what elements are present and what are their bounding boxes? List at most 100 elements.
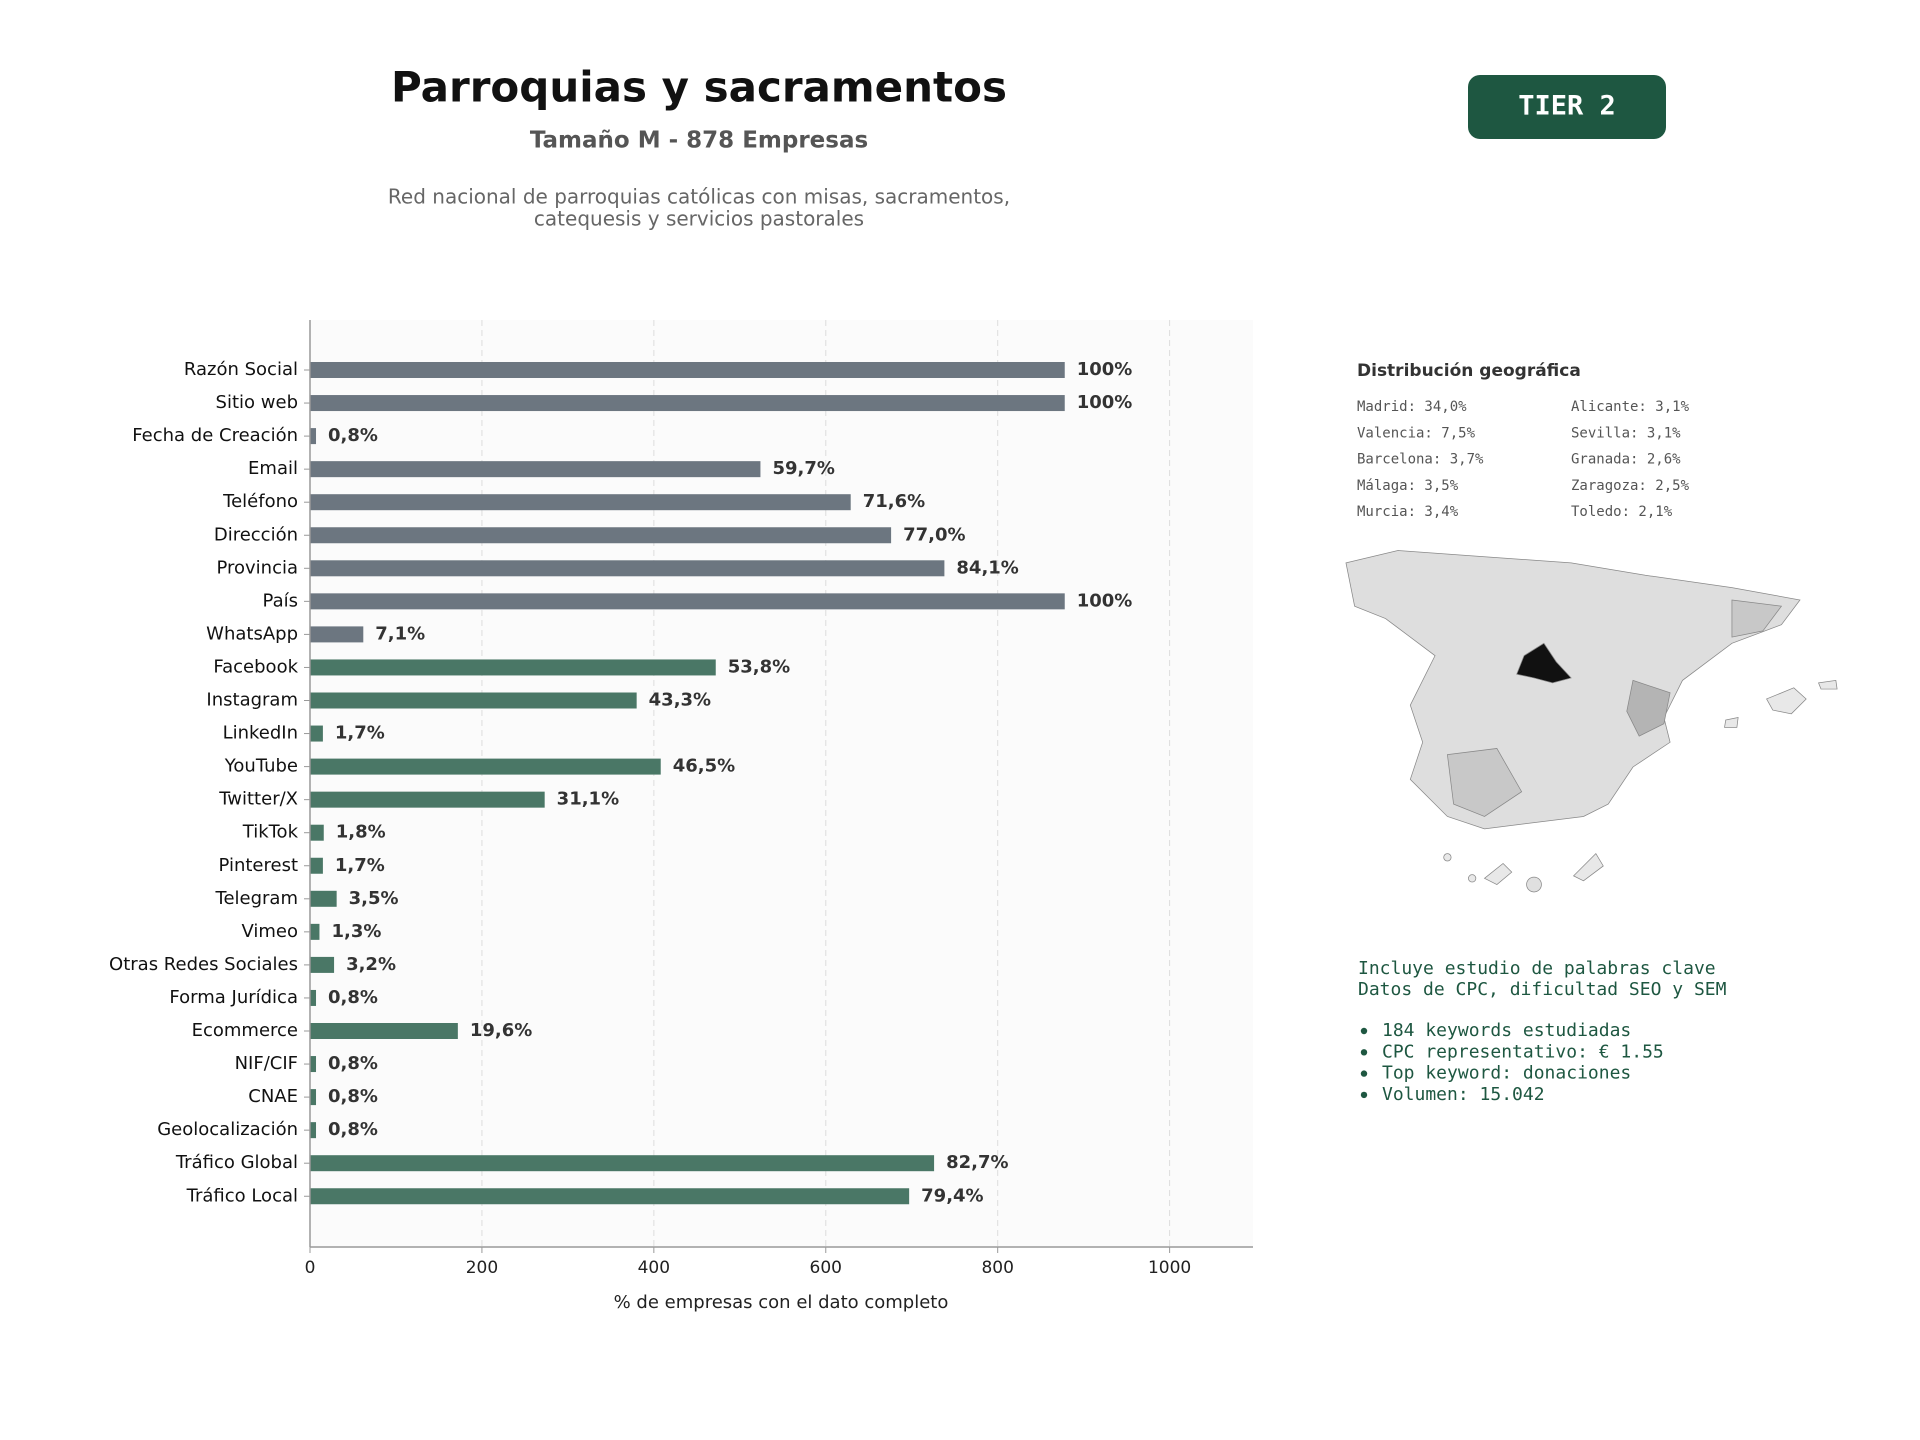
bar (310, 1056, 317, 1073)
geo-item: Alicante: 3,1% (1571, 399, 1690, 415)
description: catequesis y servicios pastorales (534, 207, 864, 231)
value-label: 1,7% (335, 855, 385, 876)
geo-list: Madrid: 34,0% Valencia: 7,5% Barcelona: 3,… (1357, 399, 1690, 520)
island (1468, 874, 1477, 883)
x-tick-label: 200 (466, 1258, 498, 1278)
y-tick-label: YouTube (224, 756, 298, 777)
geo-item: Toledo: 2,1% (1571, 504, 1673, 520)
y-tick-label: Sitio web (216, 392, 298, 413)
x-tick-label: 600 (810, 1258, 842, 1278)
value-label: 0,8% (328, 987, 378, 1008)
bar (310, 362, 1065, 378)
madrid (1516, 642, 1572, 684)
keyword-intro: Incluye estudio de palabras clave (1358, 958, 1716, 979)
bar (310, 824, 324, 841)
island (1443, 853, 1452, 862)
bullet (1360, 1070, 1368, 1077)
value-label: 82,7% (946, 1152, 1008, 1173)
bar (310, 758, 661, 775)
value-label: 0,8% (328, 425, 378, 446)
island (1572, 853, 1604, 882)
y-tick-label: Ecommerce (192, 1020, 298, 1041)
keyword-bullet: Volumen: 15.042 (1382, 1084, 1545, 1105)
bar (310, 923, 320, 940)
map (1345, 550, 1838, 893)
bar (310, 527, 892, 544)
y-tick-label: Forma Jurídica (169, 987, 298, 1008)
y-tick-label: Tráfico Local (186, 1185, 298, 1206)
y-tick-label: Twitter/X (218, 789, 298, 810)
bar (310, 1023, 458, 1039)
island (1483, 862, 1513, 885)
value-label: 19,6% (470, 1020, 532, 1041)
bar (310, 857, 323, 874)
value-label: 3,5% (349, 888, 399, 909)
keyword-intro: Datos de CPC, dificultad SEO y SEM (1358, 979, 1727, 1000)
value-label: 1,3% (331, 921, 381, 942)
bar (310, 1089, 317, 1106)
x-tick-label: 400 (638, 1258, 670, 1278)
peninsula (1345, 550, 1801, 830)
y-tick-label: Instagram (206, 690, 298, 711)
value-label: 84,1% (956, 557, 1018, 578)
value-label: 100% (1077, 359, 1133, 380)
bullet (1360, 1027, 1368, 1035)
bar (310, 989, 317, 1006)
value-label: 77,0% (903, 524, 965, 545)
region (1626, 679, 1671, 737)
y-tick-label: Facebook (213, 656, 298, 677)
y-tick-label: Telegram (215, 888, 298, 909)
keyword-bullet: 184 keywords estudiadas (1382, 1020, 1631, 1041)
value-label: 31,1% (557, 789, 619, 810)
region (1446, 748, 1523, 817)
bar (310, 659, 716, 676)
x-tick-label: 800 (981, 1258, 1013, 1278)
y-tick-label: TikTok (242, 822, 299, 843)
geo-item: Málaga: 3,5% (1357, 478, 1459, 494)
geo-item: Murcia: 3,4% (1357, 504, 1459, 520)
geo-item: Granada: 2,6% (1571, 452, 1681, 468)
value-label: 43,3% (649, 690, 711, 711)
y-tick-label: Fecha de Creación (132, 425, 298, 446)
value-label: 0,8% (328, 1086, 378, 1107)
geo-item: Sevilla: 3,1% (1571, 425, 1681, 441)
title: Parroquias y sacramentos (391, 63, 1007, 112)
geo-item: Valencia: 7,5% (1357, 425, 1476, 441)
bar (310, 494, 851, 511)
value-label: 0,8% (328, 1119, 378, 1140)
island (1818, 679, 1838, 690)
value-label: 0,8% (328, 1053, 378, 1074)
bar (310, 956, 335, 973)
value-label: 100% (1077, 392, 1133, 413)
geo-title: Distribución geográfica (1357, 361, 1581, 381)
island (1766, 687, 1807, 715)
value-label: 59,7% (772, 458, 834, 479)
bar (310, 593, 1065, 610)
bar (310, 1188, 910, 1205)
value-label: 1,7% (335, 723, 385, 744)
x-tick-label: 1000 (1148, 1258, 1191, 1278)
geo-item: Barcelona: 3,7% (1357, 452, 1484, 468)
y-tick-label: Provincia (216, 557, 298, 578)
y-tick-label: NIF/CIF (235, 1053, 298, 1074)
bullet (1360, 1049, 1368, 1056)
badge (1468, 75, 1666, 139)
bullet (1360, 1091, 1368, 1099)
y-tick-label: Tráfico Global (175, 1152, 298, 1173)
bar (310, 890, 337, 907)
value-label: 3,2% (346, 954, 396, 975)
y-tick-label: Pinterest (218, 855, 298, 876)
value-label: 100% (1077, 590, 1133, 611)
value-label: 46,5% (673, 756, 735, 777)
value-label: 7,1% (375, 623, 425, 644)
y-tick-label: CNAE (248, 1086, 298, 1107)
value-label: 71,6% (863, 491, 925, 512)
bar (310, 725, 323, 742)
y-tick-label: Otras Redes Sociales (109, 954, 298, 975)
y-tick-label: Teléfono (222, 491, 298, 512)
bar (310, 1122, 317, 1139)
y-tick-label: LinkedIn (223, 723, 298, 744)
bar (310, 626, 364, 643)
